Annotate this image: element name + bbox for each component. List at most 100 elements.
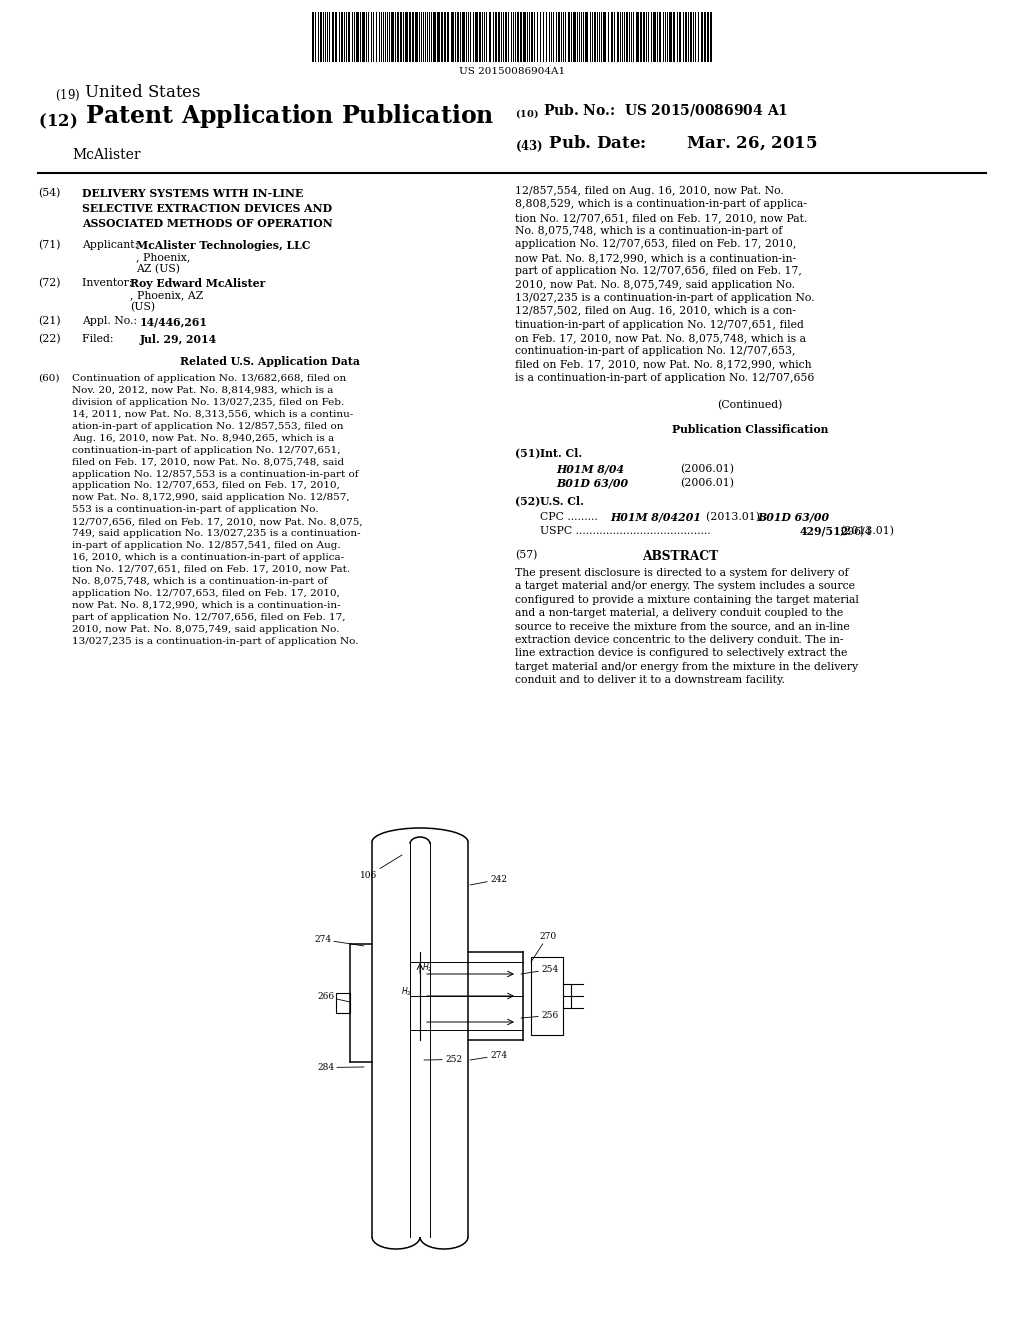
- Text: ABSTRACT: ABSTRACT: [642, 550, 718, 564]
- Text: (60): (60): [38, 374, 59, 383]
- Bar: [679, 12, 681, 62]
- Bar: [433, 12, 436, 62]
- Text: Jul. 29, 2014: Jul. 29, 2014: [140, 334, 217, 345]
- Text: (Continued): (Continued): [718, 400, 782, 411]
- Text: $H_2$: $H_2$: [422, 962, 432, 974]
- Bar: [451, 12, 454, 62]
- Text: 106: 106: [360, 855, 402, 880]
- Text: 284: 284: [317, 1063, 364, 1072]
- Bar: [707, 12, 709, 62]
- Bar: [498, 12, 500, 62]
- Bar: [643, 12, 645, 62]
- Bar: [437, 12, 440, 62]
- Bar: [319, 12, 322, 62]
- Text: Related U.S. Application Data: Related U.S. Application Data: [180, 356, 360, 367]
- Text: Applicant:: Applicant:: [82, 240, 145, 249]
- Bar: [397, 12, 399, 62]
- Text: $\mathregular{_{(19)}}$ United States: $\mathregular{_{(19)}}$ United States: [55, 82, 202, 104]
- Text: Appl. No.:: Appl. No.:: [82, 315, 144, 326]
- Bar: [520, 12, 522, 62]
- Bar: [341, 12, 343, 62]
- Text: , Phoenix,: , Phoenix,: [136, 252, 190, 261]
- Bar: [653, 12, 656, 62]
- Text: Filed:: Filed:: [82, 334, 145, 345]
- Text: (2006.01): (2006.01): [680, 465, 734, 474]
- Bar: [710, 12, 712, 62]
- Bar: [573, 12, 575, 62]
- Bar: [336, 993, 350, 1012]
- Bar: [441, 12, 443, 62]
- Text: 12/857,554, filed on Aug. 16, 2010, now Pat. No.
8,808,529, which is a continuat: 12/857,554, filed on Aug. 16, 2010, now …: [515, 186, 814, 383]
- Text: 254: 254: [521, 965, 558, 974]
- Bar: [640, 12, 642, 62]
- Text: McAlister Technologies, LLC: McAlister Technologies, LLC: [136, 240, 310, 251]
- Text: Inventor:: Inventor:: [82, 279, 139, 288]
- Bar: [617, 12, 618, 62]
- Bar: [412, 12, 414, 62]
- Text: ; 96/4: ; 96/4: [840, 525, 871, 536]
- Text: H01M 8/04: H01M 8/04: [556, 465, 624, 475]
- Bar: [444, 12, 446, 62]
- Text: 274: 274: [470, 1051, 507, 1060]
- Text: 256: 256: [521, 1011, 558, 1020]
- Bar: [603, 12, 606, 62]
- Bar: [673, 12, 675, 62]
- Text: $H_2$: $H_2$: [401, 986, 412, 998]
- Text: CPC .........: CPC .........: [540, 512, 598, 521]
- Bar: [568, 12, 570, 62]
- Text: (2013.01): (2013.01): [840, 525, 894, 536]
- Text: , Phoenix, AZ: , Phoenix, AZ: [130, 290, 203, 300]
- Bar: [594, 12, 596, 62]
- Bar: [348, 12, 350, 62]
- Bar: [685, 12, 687, 62]
- Bar: [479, 12, 481, 62]
- Bar: [517, 12, 519, 62]
- Bar: [611, 12, 613, 62]
- Bar: [415, 12, 418, 62]
- Bar: [495, 12, 497, 62]
- Text: US 20150086904A1: US 20150086904A1: [459, 67, 565, 77]
- Text: (2006.01): (2006.01): [680, 478, 734, 488]
- Bar: [669, 12, 672, 62]
- Text: McAlister: McAlister: [72, 148, 140, 162]
- Text: Publication Classification: Publication Classification: [672, 424, 828, 436]
- Bar: [406, 12, 408, 62]
- Text: 429/512: 429/512: [800, 525, 849, 537]
- Text: (72): (72): [38, 279, 60, 288]
- Bar: [626, 12, 628, 62]
- Text: The present disclosure is directed to a system for delivery of
a target material: The present disclosure is directed to a …: [515, 568, 859, 685]
- Text: AZ (US): AZ (US): [136, 264, 180, 275]
- Bar: [400, 12, 402, 62]
- Bar: [705, 12, 706, 62]
- Bar: [391, 12, 394, 62]
- Bar: [558, 12, 560, 62]
- Bar: [356, 12, 359, 62]
- Text: (52): (52): [515, 496, 541, 507]
- Text: (US): (US): [130, 302, 155, 313]
- Text: (21): (21): [38, 315, 60, 326]
- Bar: [489, 12, 490, 62]
- Bar: [505, 12, 507, 62]
- Text: (71): (71): [38, 240, 60, 251]
- Bar: [585, 12, 588, 62]
- Bar: [332, 12, 334, 62]
- Text: (51): (51): [515, 447, 541, 459]
- Text: Roy Edward McAlister: Roy Edward McAlister: [130, 279, 265, 289]
- Text: $\mathregular{_{(10)}}$ Pub. No.:  US 2015/0086904 A1: $\mathregular{_{(10)}}$ Pub. No.: US 201…: [515, 103, 788, 121]
- Bar: [457, 12, 459, 62]
- Text: (2013.01);: (2013.01);: [706, 512, 767, 523]
- Text: 252: 252: [424, 1055, 462, 1064]
- Text: Continuation of application No. 13/682,668, filed on
Nov. 20, 2012, now Pat. No.: Continuation of application No. 13/682,6…: [72, 374, 362, 645]
- Text: 14/446,261: 14/446,261: [140, 315, 208, 327]
- Bar: [531, 12, 534, 62]
- Bar: [409, 12, 411, 62]
- Bar: [335, 12, 337, 62]
- Text: DELIVERY SYSTEMS WITH IN-LINE
SELECTIVE EXTRACTION DEVICES AND
ASSOCIATED METHOD: DELIVERY SYSTEMS WITH IN-LINE SELECTIVE …: [82, 187, 333, 228]
- Bar: [659, 12, 662, 62]
- Bar: [312, 12, 314, 62]
- Text: U.S. Cl.: U.S. Cl.: [540, 496, 584, 507]
- Text: (57): (57): [515, 550, 538, 560]
- Text: B01D 63/00: B01D 63/00: [757, 512, 829, 523]
- Bar: [462, 12, 465, 62]
- Bar: [447, 12, 449, 62]
